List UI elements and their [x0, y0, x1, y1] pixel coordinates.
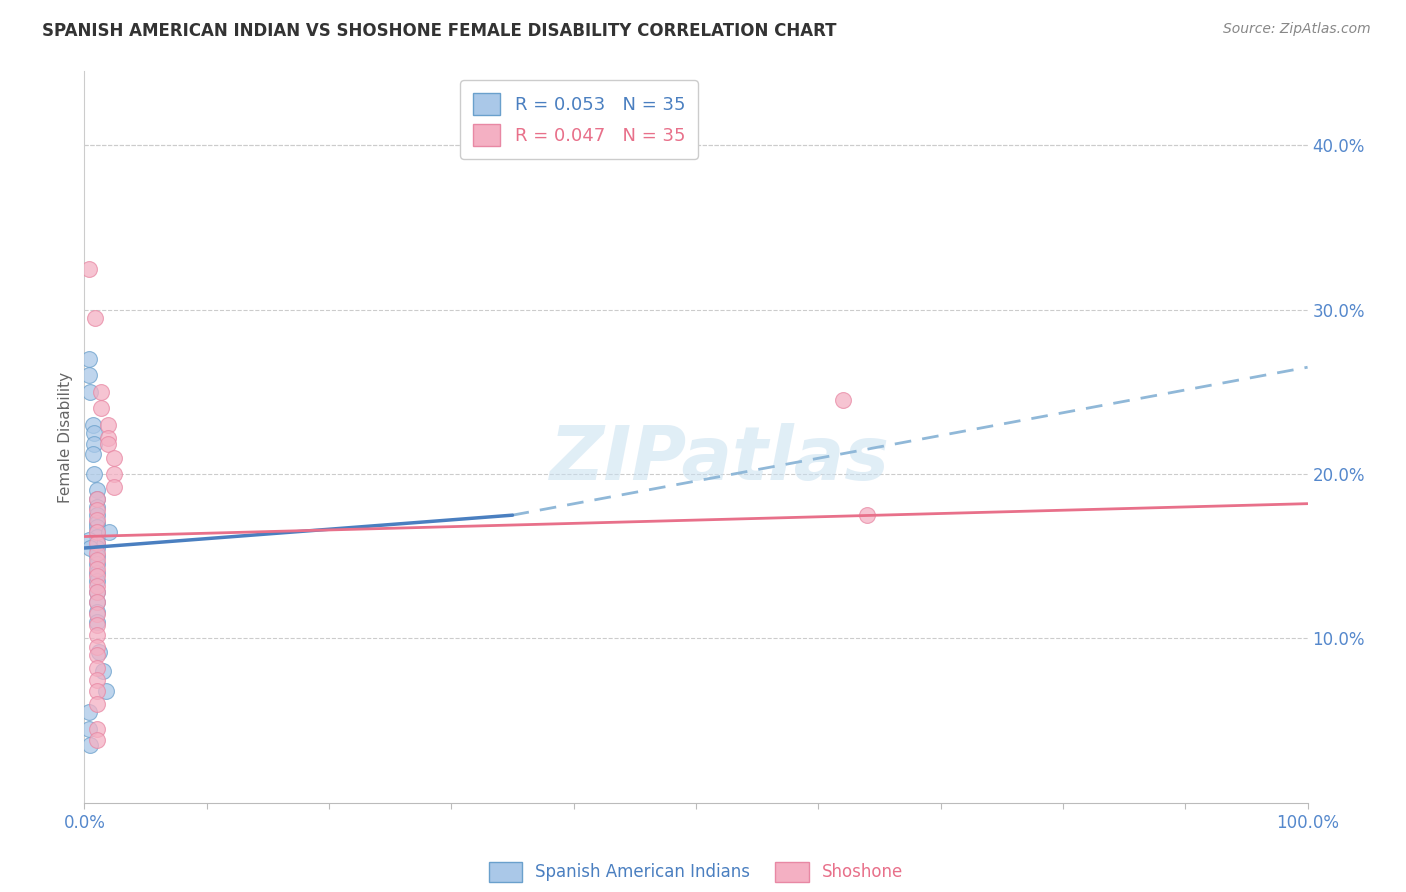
- Point: [86, 733, 108, 747]
- Point: [86, 491, 108, 506]
- Point: [77, 706, 100, 720]
- Point: [82, 447, 104, 461]
- Point: [97, 524, 120, 539]
- Point: [86, 513, 108, 527]
- Point: [82, 417, 104, 432]
- Point: [77, 368, 100, 383]
- Point: [91, 665, 114, 679]
- Point: [84, 310, 107, 325]
- Point: [86, 605, 108, 619]
- Point: [97, 437, 120, 451]
- Point: [97, 417, 120, 432]
- Point: [86, 546, 108, 560]
- Point: [79, 541, 101, 555]
- Point: [86, 536, 108, 550]
- Point: [86, 579, 108, 593]
- Point: [86, 519, 108, 533]
- Point: [90, 384, 112, 399]
- Point: [83, 425, 105, 440]
- Point: [77, 351, 100, 366]
- Point: [86, 595, 108, 609]
- Point: [86, 569, 108, 583]
- Point: [96, 684, 118, 698]
- Point: [86, 524, 108, 539]
- Point: [83, 467, 105, 481]
- Point: [86, 722, 108, 736]
- Point: [86, 628, 108, 642]
- Point: [86, 552, 108, 566]
- Point: [86, 618, 108, 632]
- Point: [79, 739, 101, 753]
- Point: [86, 558, 108, 572]
- Point: [103, 480, 125, 494]
- Point: [103, 450, 125, 465]
- Point: [77, 533, 100, 547]
- Point: [86, 483, 108, 498]
- Point: [86, 697, 108, 711]
- Point: [86, 640, 108, 654]
- Point: [856, 508, 879, 523]
- Point: [77, 261, 100, 276]
- Legend: Spanish American Indians, Shoshone: Spanish American Indians, Shoshone: [482, 855, 910, 888]
- Point: [86, 549, 108, 564]
- Point: [79, 384, 101, 399]
- Point: [103, 467, 125, 481]
- Point: [86, 585, 108, 599]
- Point: [86, 566, 108, 580]
- Point: [86, 508, 108, 523]
- Point: [83, 437, 105, 451]
- Point: [77, 722, 100, 736]
- Point: [86, 503, 108, 517]
- Point: [86, 536, 108, 550]
- Point: [86, 491, 108, 506]
- Y-axis label: Female Disability: Female Disability: [58, 371, 73, 503]
- Text: SPANISH AMERICAN INDIAN VS SHOSHONE FEMALE DISABILITY CORRELATION CHART: SPANISH AMERICAN INDIAN VS SHOSHONE FEMA…: [42, 22, 837, 40]
- Point: [86, 500, 108, 514]
- Point: [86, 585, 108, 599]
- Point: [86, 524, 108, 539]
- Point: [86, 562, 108, 576]
- Point: [86, 541, 108, 555]
- Point: [86, 648, 108, 662]
- Point: [831, 393, 853, 408]
- Point: [86, 615, 108, 629]
- Point: [90, 401, 112, 416]
- Point: [86, 684, 108, 698]
- Point: [86, 595, 108, 609]
- Point: [86, 607, 108, 621]
- Point: [86, 661, 108, 675]
- Point: [86, 673, 108, 687]
- Text: Source: ZipAtlas.com: Source: ZipAtlas.com: [1223, 22, 1371, 37]
- Point: [97, 431, 120, 445]
- Point: [86, 529, 108, 543]
- Point: [86, 516, 108, 531]
- Point: [87, 644, 110, 658]
- Text: ZIPatlas: ZIPatlas: [550, 423, 890, 496]
- Point: [86, 574, 108, 588]
